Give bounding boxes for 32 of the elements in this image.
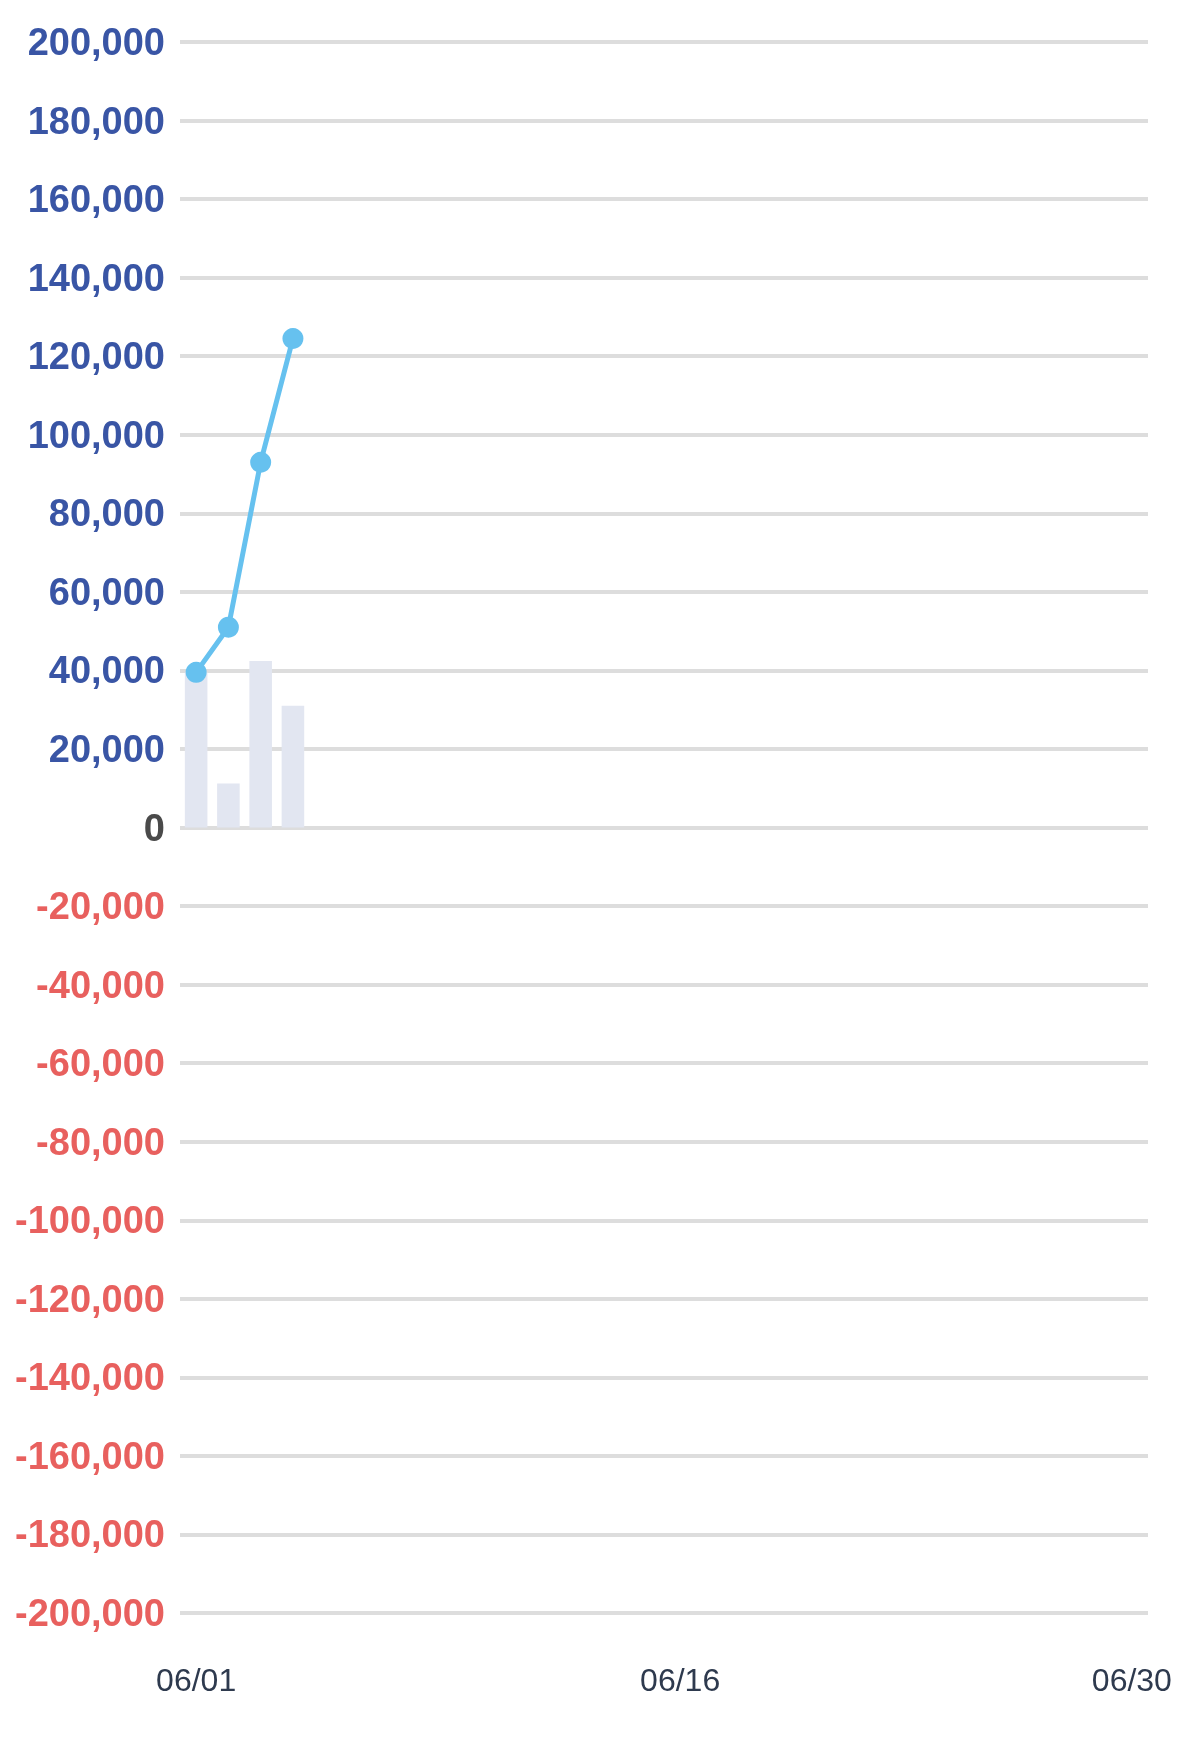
point [217, 616, 239, 638]
y-tick-label: -200,000 [14, 1592, 165, 1634]
y-tick-label: 40,000 [48, 649, 165, 692]
y-tick-label: 20,000 [48, 727, 165, 770]
y-tick-label: -120,000 [14, 1277, 165, 1320]
x-tick-label: 06/30 [1091, 1662, 1172, 1698]
bar [217, 783, 240, 828]
y-tick-label: 180,000 [27, 99, 165, 142]
y-tick-label: 160,000 [27, 178, 165, 221]
bar [281, 705, 305, 828]
y-tick-label: -60,000 [36, 1042, 165, 1085]
x-tick-label: 06/16 [640, 1662, 721, 1698]
y-tick-label: -160,000 [14, 1434, 165, 1477]
y-tick-label: -20,000 [36, 885, 165, 928]
bar [249, 660, 272, 828]
y-tick-label: -140,000 [14, 1356, 165, 1399]
y-tick-label: 60,000 [48, 570, 165, 613]
y-tick-label: -40,000 [36, 963, 165, 1006]
point [250, 451, 272, 473]
point [282, 328, 304, 350]
y-tick-label: 100,000 [27, 413, 165, 456]
x-tick-label: 06/01 [156, 1662, 237, 1698]
point [185, 661, 207, 683]
y-tick-label: 80,000 [48, 492, 165, 535]
y-tick-label: -80,000 [36, 1120, 165, 1163]
y-tick-label: 0 [143, 806, 165, 849]
y-tick-label: 200,000 [27, 21, 165, 63]
y-tick-label: -180,000 [14, 1513, 165, 1556]
bar [184, 672, 208, 828]
y-tick-label: 120,000 [27, 335, 165, 378]
y-tick-label: 140,000 [27, 256, 165, 299]
y-tick-label: -100,000 [14, 1199, 165, 1242]
